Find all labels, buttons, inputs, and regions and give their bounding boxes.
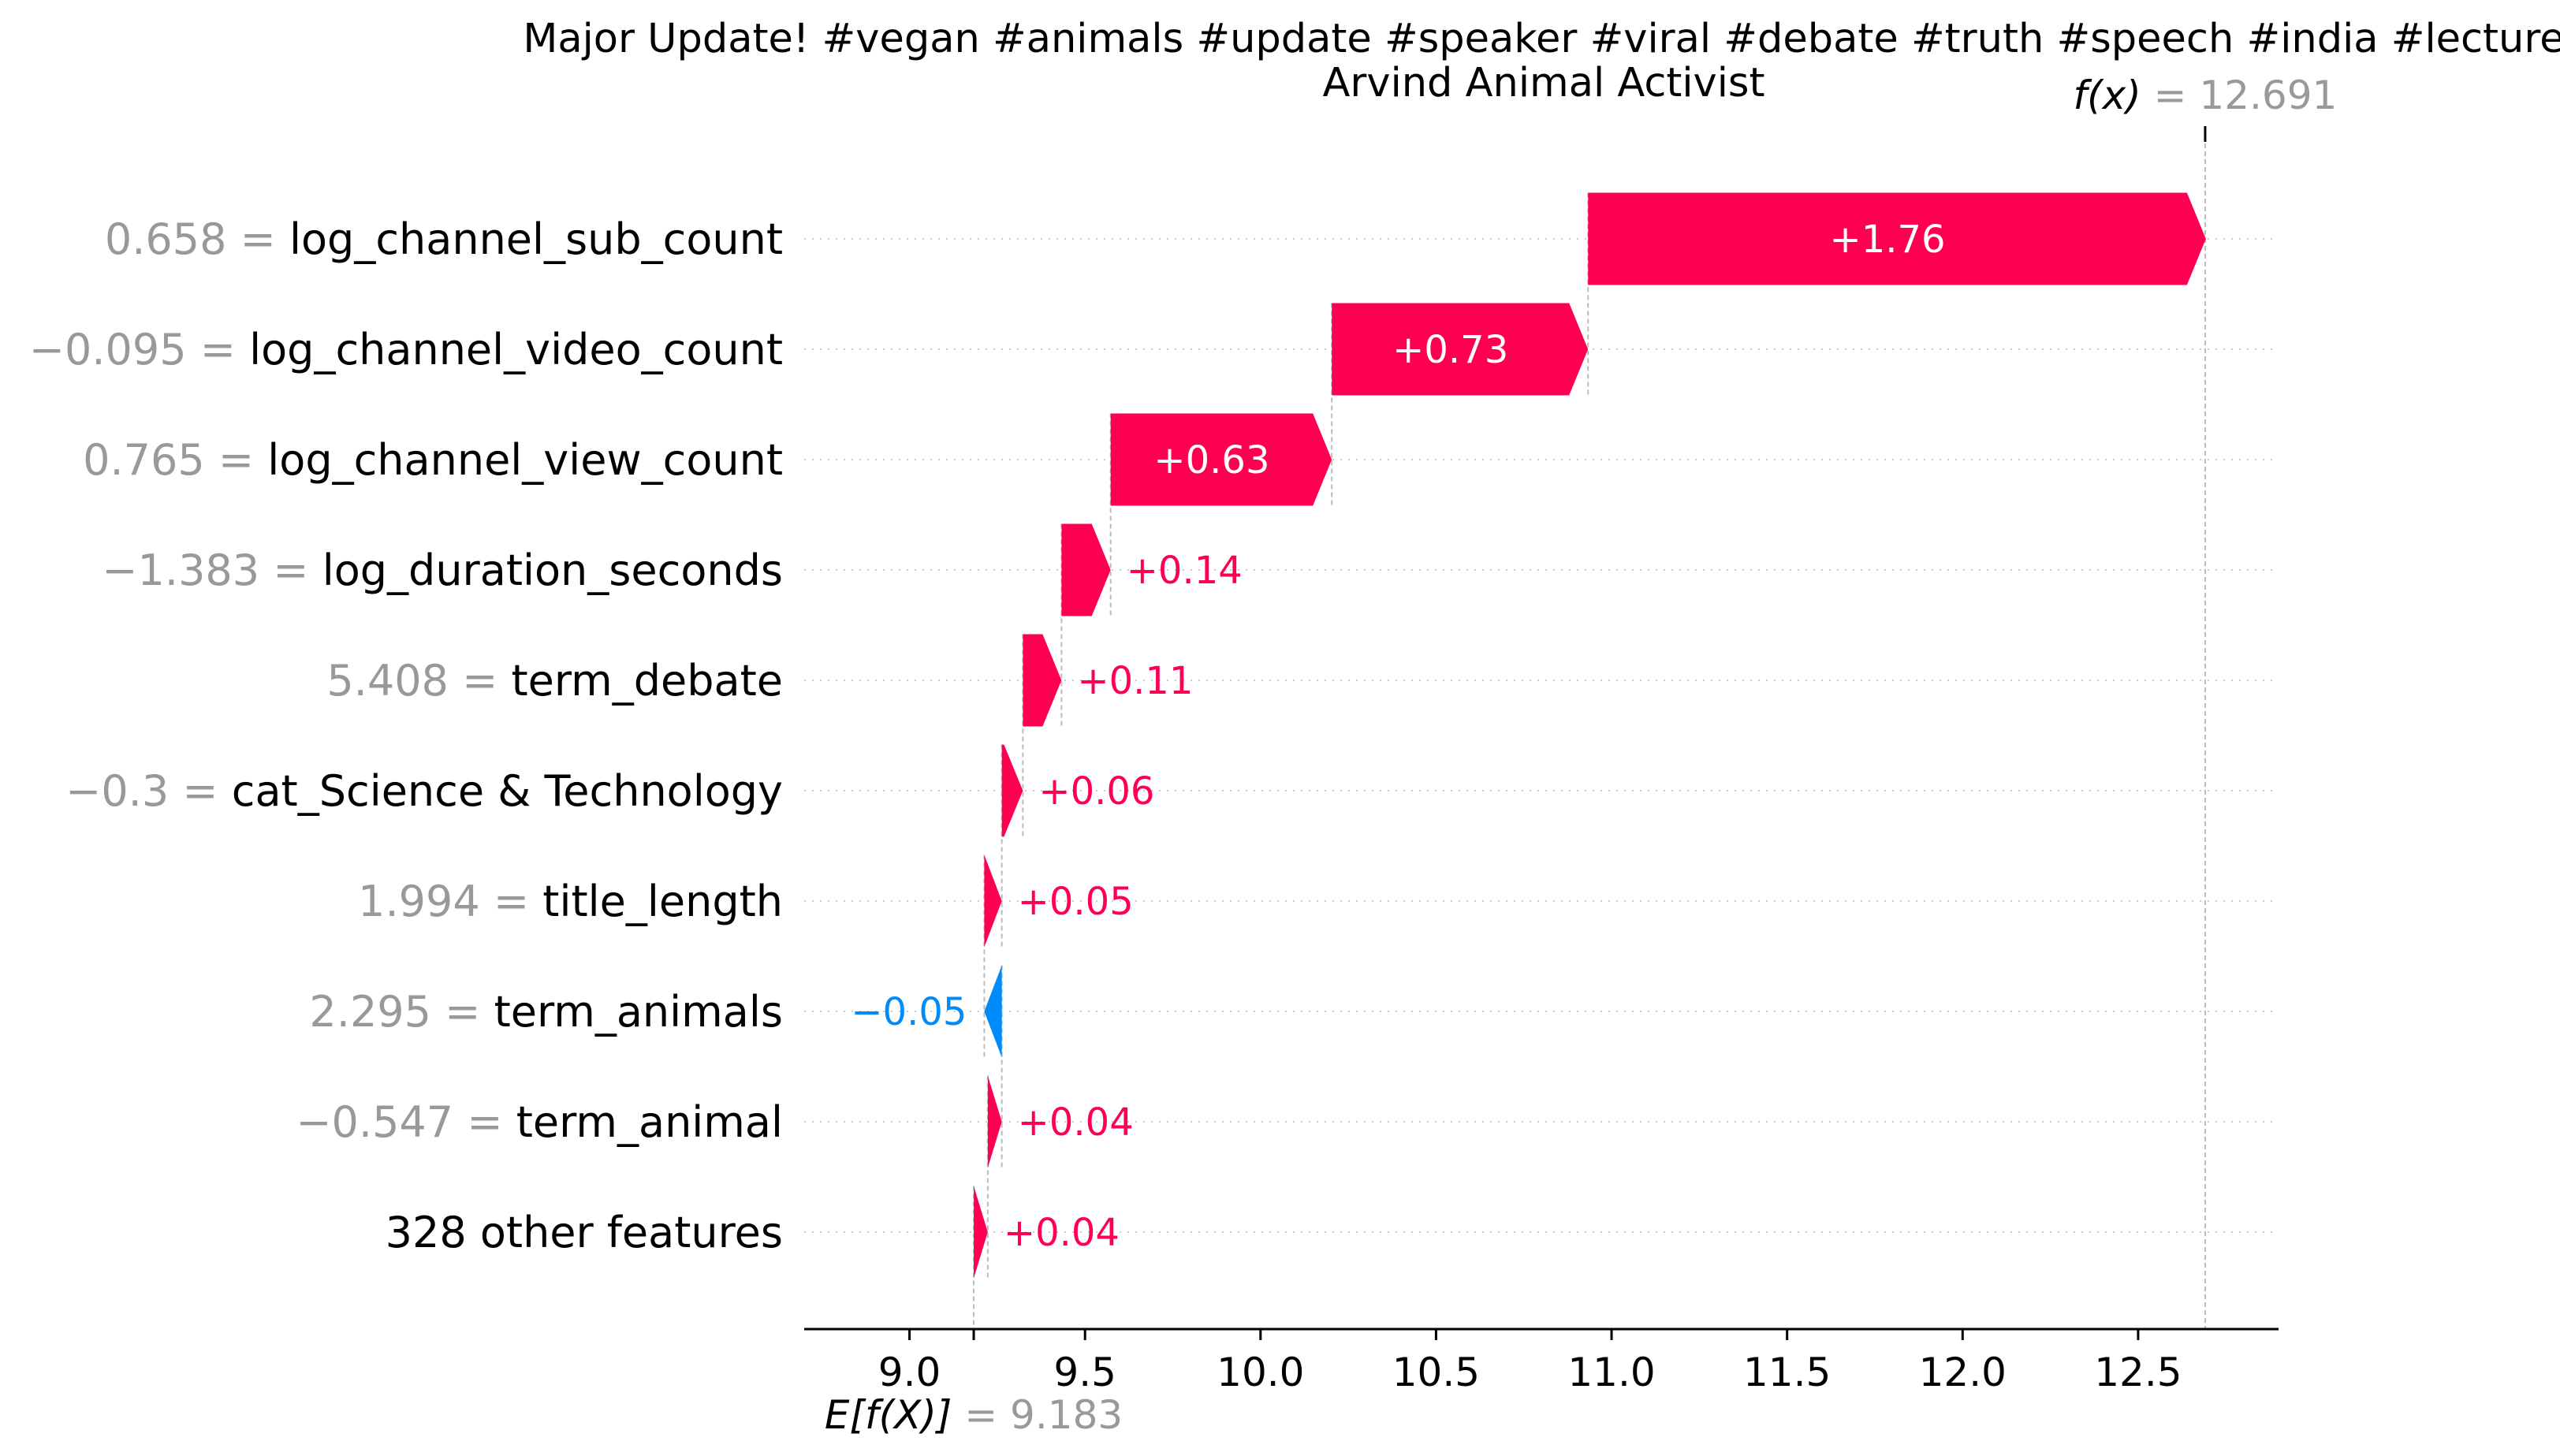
- bar-value-label: +0.04: [1004, 1211, 1120, 1255]
- efx-name: E[f(X)]: [825, 1392, 964, 1438]
- feature-label: −0.095 = log_channel_video_count: [29, 325, 783, 374]
- feature-name: log_channel_video_count: [249, 325, 783, 374]
- feature-name: log_duration_seconds: [322, 546, 783, 595]
- fx-value: = 12.691: [2154, 73, 2338, 118]
- bar-value-label: +0.11: [1077, 659, 1193, 703]
- waterfall-bar: [984, 855, 1002, 948]
- fx-name: f(x): [2074, 73, 2154, 118]
- feature-name: term_animal: [516, 1097, 783, 1147]
- waterfall-bar: [974, 1186, 988, 1279]
- waterfall-bar: [1332, 303, 1589, 396]
- x-tick-label: 10.0: [1217, 1350, 1304, 1395]
- x-tick-label: 10.5: [1392, 1350, 1480, 1395]
- waterfall-bar: [1023, 634, 1062, 727]
- feature-value: 0.658 =: [105, 214, 289, 264]
- x-tick-label: 12.5: [2094, 1350, 2182, 1395]
- grid-lines: [804, 238, 2279, 1233]
- chart-title: Major Update! #vegan #animals #update #s…: [523, 16, 2560, 106]
- waterfall-bar: [984, 965, 1002, 1058]
- x-tick-label: 9.0: [878, 1350, 941, 1395]
- feature-value: 2.295 =: [309, 987, 494, 1037]
- feature-value: −0.3 =: [65, 766, 232, 816]
- feature-name: 328 other features: [386, 1208, 783, 1257]
- feature-label: 328 other features: [386, 1208, 783, 1257]
- bar-value-label: +0.14: [1127, 549, 1243, 593]
- connector-lines: [973, 136, 2206, 1329]
- feature-value: 0.765 =: [83, 435, 267, 485]
- bar-value-label: +0.05: [1018, 880, 1134, 924]
- feature-value: −1.383 =: [102, 546, 322, 595]
- x-tick-label: 12.0: [1919, 1350, 2007, 1395]
- feature-name: title_length: [542, 877, 783, 926]
- waterfall-bar: [1001, 744, 1023, 837]
- waterfall-bar: [987, 1075, 1002, 1168]
- feature-label: 5.408 = term_debate: [326, 656, 783, 706]
- bar-value-label: +0.04: [1018, 1100, 1134, 1145]
- waterfall-bar: [1110, 413, 1332, 506]
- feature-label: 0.765 = log_channel_view_count: [83, 435, 783, 485]
- x-tick-label: 11.0: [1567, 1350, 1655, 1395]
- bars: +1.76 +0.73 +0.63 +0.14 +0.11 +0.06 +0.05 −0.05…: [851, 192, 2206, 1279]
- waterfall-bar: [1061, 523, 1111, 616]
- waterfall-bar: [1588, 192, 2206, 285]
- bar-value-label: +0.06: [1038, 769, 1154, 814]
- feature-value: 1.994 =: [358, 877, 542, 926]
- feature-label: 2.295 = term_animals: [309, 987, 783, 1037]
- bar-value-label: +0.63: [1153, 438, 1269, 482]
- efx-value: = 9.183: [964, 1392, 1123, 1438]
- feature-label: −1.383 = log_duration_seconds: [102, 546, 783, 595]
- bar-value-label: +1.76: [1829, 218, 1945, 262]
- value-markers: f(x) = 12.691 E[f(X)] = 9.183: [825, 73, 2337, 1438]
- feature-label: 0.658 = log_channel_sub_count: [105, 214, 783, 264]
- feature-value: −0.547 =: [296, 1097, 516, 1147]
- feature-value: 5.408 =: [326, 656, 511, 706]
- feature-name: term_animals: [494, 987, 783, 1037]
- chart-title-line-1: Major Update! #vegan #animals #update #s…: [523, 16, 2560, 62]
- feature-label: −0.3 = cat_Science & Technology: [65, 766, 783, 816]
- chart-title-line-2: Arvind Animal Activist: [1323, 60, 1765, 106]
- x-axis: 9.0 9.5 10.0 10.5 11.0 11.5 12.0 12.5: [804, 1328, 2279, 1395]
- fx-label: f(x) = 12.691: [2074, 73, 2338, 118]
- x-tick-label: 11.5: [1743, 1350, 1831, 1395]
- feature-labels: 0.658 = log_channel_sub_count −0.095 = lo…: [29, 214, 783, 1257]
- bar-value-label: +0.73: [1392, 328, 1508, 372]
- feature-name: log_channel_view_count: [267, 435, 783, 485]
- efx-label: E[f(X)] = 9.183: [825, 1392, 1123, 1438]
- feature-name: log_channel_sub_count: [289, 214, 783, 264]
- x-tick-label: 9.5: [1053, 1350, 1116, 1395]
- bar-value-label: −0.05: [851, 990, 967, 1034]
- feature-name: term_debate: [511, 656, 783, 706]
- feature-name: cat_Science & Technology: [232, 766, 783, 816]
- feature-label: −0.547 = term_animal: [296, 1097, 783, 1147]
- feature-label: 1.994 = title_length: [358, 877, 783, 926]
- feature-value: −0.095 =: [29, 325, 249, 374]
